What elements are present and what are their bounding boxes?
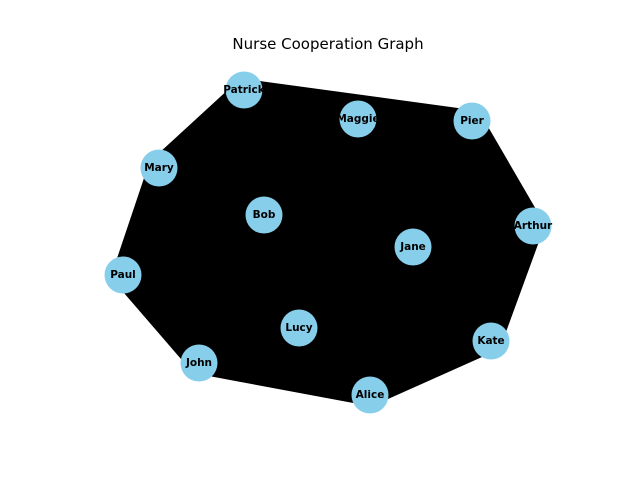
- node-bob: Bob: [245, 196, 283, 234]
- node-circle: [394, 228, 432, 266]
- edge-paul-john: [117, 270, 205, 368]
- node-arthur: Arthur: [514, 207, 553, 245]
- node-pier: Pier: [453, 102, 491, 140]
- edge-paul-alice: [119, 268, 374, 402]
- edge-kate-alice: [367, 334, 494, 402]
- node-label: Pier: [460, 115, 484, 127]
- node-label: Lucy: [285, 322, 312, 334]
- edge-arthur-kate: [484, 223, 540, 344]
- node-kate: Kate: [472, 322, 510, 360]
- edge-mary-paul: [116, 165, 166, 278]
- node-jane: Jane: [394, 228, 432, 266]
- node-circle: [180, 344, 218, 382]
- node-maggie: Maggie: [336, 100, 380, 138]
- node-label: Patrick: [223, 84, 266, 96]
- node-alice: Alice: [351, 376, 389, 414]
- node-circle: [514, 207, 552, 245]
- node-patrick: Patrick: [223, 71, 266, 109]
- edge-mary-arthur: [157, 161, 535, 233]
- edge-bob-arthur: [263, 208, 534, 233]
- node-label: Kate: [477, 335, 504, 347]
- node-label: Bob: [253, 209, 276, 221]
- node-label: Paul: [110, 269, 136, 281]
- edge-layer: [116, 83, 540, 402]
- node-circle: [472, 322, 510, 360]
- node-circle: [140, 149, 178, 187]
- node-circle: [351, 376, 389, 414]
- edge-jane-kate: [407, 242, 497, 346]
- node-circle: [104, 256, 142, 294]
- node-john: John: [180, 344, 218, 382]
- edge-arthur-alice: [364, 221, 539, 400]
- node-label: Jane: [399, 241, 426, 253]
- node-label: Arthur: [514, 220, 553, 232]
- edge-pier-john: [194, 115, 477, 369]
- node-label: Alice: [356, 389, 385, 401]
- node-mary: Mary: [140, 149, 178, 187]
- node-label: Maggie: [336, 113, 379, 125]
- node-layer: Patrick Maggie Pier Mary Bob Arthur Jane Paul Lu…: [104, 71, 553, 414]
- edge-bob-paul: [120, 208, 267, 282]
- node-label: Mary: [144, 162, 174, 174]
- edge-john-alice: [197, 356, 372, 402]
- node-circle: [280, 309, 318, 347]
- node-paul: Paul: [104, 256, 142, 294]
- node-label: John: [185, 357, 212, 369]
- node-circle: [245, 196, 283, 234]
- node-circle: [225, 71, 263, 109]
- edge-pier-arthur: [465, 117, 540, 230]
- node-circle: [339, 100, 377, 138]
- edge-pier-mary: [157, 114, 474, 175]
- edge-kate-john: [198, 334, 492, 370]
- edge-jane-paul: [122, 240, 414, 282]
- graph-title: Nurse Cooperation Graph: [232, 35, 423, 53]
- node-lucy: Lucy: [280, 309, 318, 347]
- node-circle: [453, 102, 491, 140]
